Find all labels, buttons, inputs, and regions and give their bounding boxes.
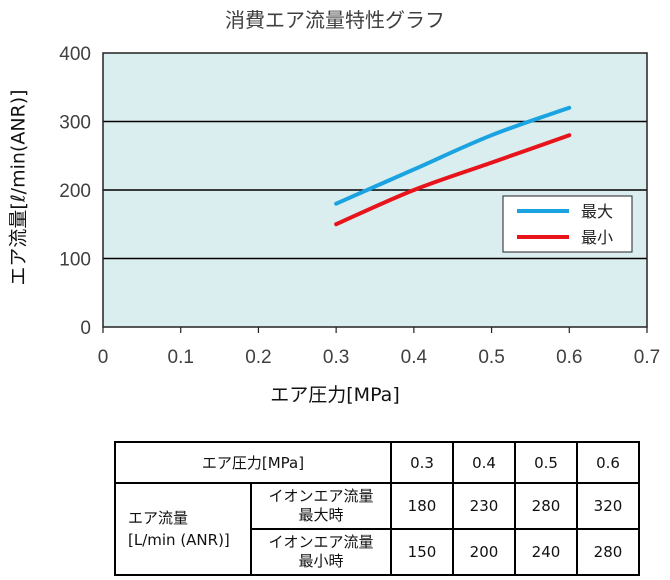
row-label-cell: イオンエア流量 最大時: [250, 482, 392, 530]
y-tick-label: 200: [59, 181, 91, 202]
flow-group-label: エア流量: [128, 509, 189, 527]
chart-title: 消費エア流量特性グラフ: [225, 8, 445, 32]
x-tick-label: 0.6: [556, 347, 582, 368]
y-axis-label: エア流量[ℓ/min(ANR)]: [7, 89, 30, 286]
pressure-cell: 0.3: [390, 441, 454, 484]
flow-spec-table: エア圧力[MPa] 0.3 0.4 0.5 0.6 エア流量 [L/min (A…: [114, 441, 640, 576]
table-row-min: イオンエア流量 最小時 150 200 240 280: [115, 528, 640, 576]
legend-box: [502, 195, 633, 253]
pressure-cell: 0.4: [452, 441, 516, 484]
value-cell: 200: [452, 528, 516, 576]
series-line-min: [334, 133, 572, 227]
row-sublabel: 最小時: [298, 552, 344, 570]
x-tick-label: 0.1: [168, 347, 194, 368]
pressure-header-cell: エア圧力[MPa]: [114, 441, 392, 484]
x-tick-label: 0.5: [478, 347, 504, 368]
value-cell: 150: [390, 528, 454, 576]
legend-label: 最大: [581, 202, 613, 221]
value-cell: 280: [576, 528, 640, 576]
legend-label: 最小: [581, 228, 613, 247]
table-header-row: エア圧力[MPa] 0.3 0.4 0.5 0.6: [114, 441, 640, 484]
row-label: イオンエア流量: [268, 487, 374, 505]
y-tick-label: 0: [80, 318, 91, 339]
value-cell: 230: [452, 482, 516, 530]
x-tick-label: 0.2: [245, 347, 271, 368]
row-sublabel: 最大時: [298, 506, 344, 524]
series-line-max: [334, 105, 572, 206]
x-tick-label: 0: [98, 347, 109, 368]
x-tick-label: 0.7: [634, 347, 660, 368]
pressure-cell: 0.5: [514, 441, 578, 484]
y-tick-label: 400: [59, 44, 91, 65]
row-label: イオンエア流量: [268, 533, 374, 551]
value-cell: 320: [576, 482, 640, 530]
value-cell: 180: [390, 482, 454, 530]
row-label-cell: イオンエア流量 最小時: [250, 528, 392, 576]
plot-frame: [102, 52, 648, 328]
x-axis-label: エア圧力[MPa]: [270, 384, 400, 406]
table-row-max: エア流量 [L/min (ANR)] イオンエア流量 最大時 180 230 2…: [114, 482, 640, 576]
x-tick-label: 0.3: [323, 347, 349, 368]
y-tick-label: 100: [59, 250, 91, 271]
value-cell: 280: [514, 482, 578, 530]
value-cell: 240: [514, 528, 578, 576]
flow-group-cell: エア流量 [L/min (ANR)]: [114, 482, 252, 576]
pressure-cell: 0.6: [576, 441, 640, 484]
y-tick-label: 300: [59, 113, 91, 134]
x-tick-label: 0.4: [401, 347, 428, 368]
flow-unit-label: [L/min (ANR)]: [128, 531, 230, 549]
